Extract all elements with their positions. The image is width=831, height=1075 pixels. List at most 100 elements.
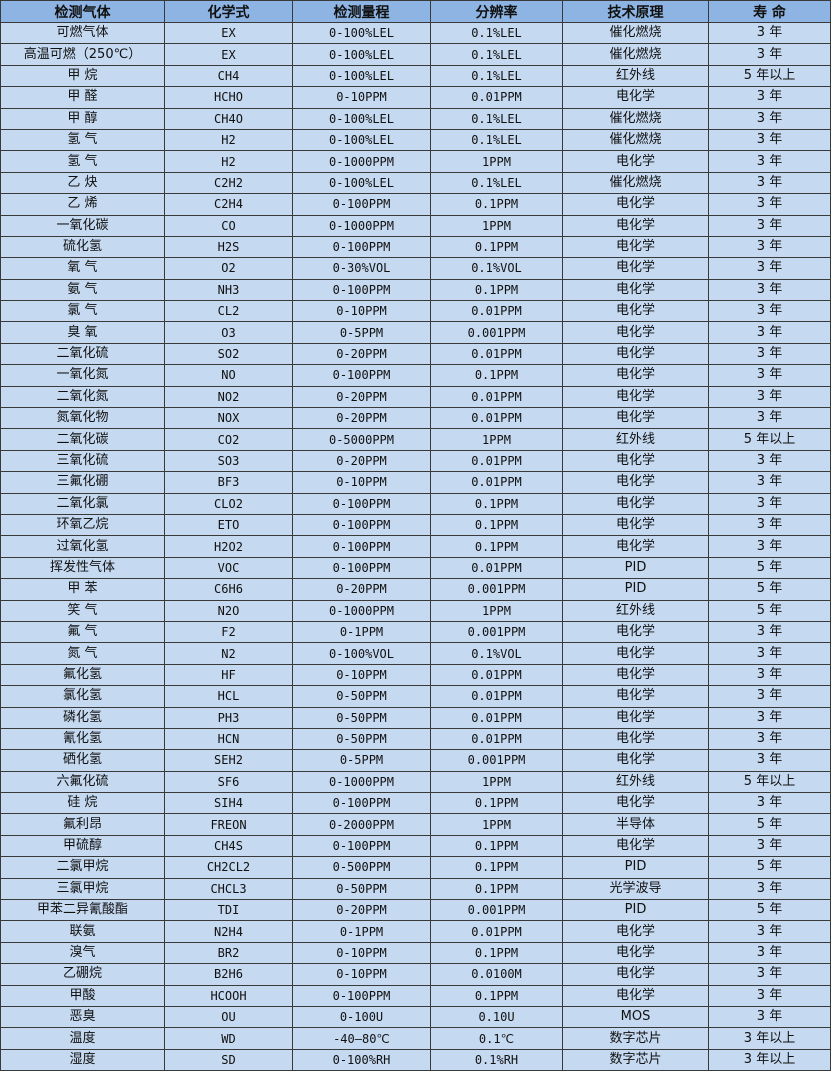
header-resolution: 分辨率	[430, 0, 563, 23]
cell-lifespan: 5 年以上	[708, 64, 831, 88]
cell-resolution: 0.01PPM	[430, 920, 563, 943]
table-row: 湿度 SD 0-100%RH 0.1%RH 数字芯片 3 年以上	[0, 1048, 831, 1072]
cell-range: 0-1000PPM	[292, 214, 431, 237]
cell-formula: F2	[164, 620, 293, 644]
table-row: 甲 醇 CH4O 0-100%LEL 0.1%LEL 催化燃烧 3 年	[0, 107, 831, 130]
cell-formula: HCOOH	[164, 984, 293, 1007]
cell-range: 0-100%LEL	[292, 21, 431, 45]
cell-resolution: 0.1PPM	[430, 856, 563, 879]
cell-formula: VOC	[164, 556, 293, 580]
cell-lifespan: 3 年	[708, 941, 831, 965]
cell-range: 0-500PPM	[292, 856, 431, 879]
cell-lifespan: 3 年	[708, 877, 831, 901]
cell-resolution: 0.1PPM	[430, 877, 563, 901]
cell-principle: 红外线	[562, 64, 709, 88]
table-row: 恶臭 OU 0-100U 0.10U MOS 3 年	[0, 1005, 831, 1029]
table-row: 三氯甲烷 CHCL3 0-50PPM 0.1PPM 光学波导 3 年	[0, 877, 831, 901]
cell-range: 0-100%LEL	[292, 43, 431, 66]
cell-principle: 电化学	[562, 385, 709, 409]
cell-resolution: 0.1PPM	[430, 984, 563, 1007]
cell-principle: 电化学	[562, 834, 709, 858]
cell-resolution: 0.1PPM	[430, 278, 563, 302]
cell-range: 0-1000PPM	[292, 770, 431, 794]
cell-lifespan: 3 年	[708, 685, 831, 708]
table-row: 氟化氢 HF 0-10PPM 0.01PPM 电化学 3 年	[0, 663, 831, 687]
header-lifespan: 寿 命	[708, 0, 831, 23]
cell-principle: 电化学	[562, 449, 709, 473]
cell-principle: 电化学	[562, 300, 709, 323]
cell-range: 0-1000PPM	[292, 599, 431, 622]
cell-gas: 氮 气	[0, 642, 165, 665]
table-row: 甲 醛 HCHO 0-10PPM 0.01PPM 电化学 3 年	[0, 86, 831, 109]
cell-lifespan: 5 年	[708, 856, 831, 879]
cell-range: 0-100PPM	[292, 193, 431, 216]
cell-lifespan: 3 年	[708, 257, 831, 280]
cell-range: 0-20PPM	[292, 342, 431, 366]
table-row: 磷化氢 PH3 0-50PPM 0.01PPM 电化学 3 年	[0, 706, 831, 729]
table-body: 可燃气体 EX 0-100%LEL 0.1%LEL 催化燃烧 3 年高温可燃（250℃） E…	[0, 21, 831, 1072]
cell-principle: 电化学	[562, 407, 709, 430]
cell-formula: SF6	[164, 770, 293, 794]
cell-range: 0-100PPM	[292, 535, 431, 558]
cell-principle: 电化学	[562, 663, 709, 687]
cell-principle: 电化学	[562, 492, 709, 515]
cell-resolution: 0.001PPM	[430, 620, 563, 644]
cell-resolution: 1PPM	[430, 428, 563, 451]
cell-principle: 光学波导	[562, 877, 709, 901]
cell-formula: FREON	[164, 813, 293, 836]
cell-formula: CH4S	[164, 834, 293, 858]
table-row: 二氧化氮 NO2 0-20PPM 0.01PPM 电化学 3 年	[0, 385, 831, 409]
table-row: 二氧化碳 CO2 0-5000PPM 1PPM 红外线 5 年以上	[0, 428, 831, 451]
cell-lifespan: 3 年	[708, 300, 831, 323]
cell-lifespan: 3 年	[708, 86, 831, 109]
cell-range: 0-5000PPM	[292, 428, 431, 451]
cell-resolution: 1PPM	[430, 770, 563, 794]
cell-gas: 笑 气	[0, 599, 165, 622]
cell-principle: 催化燃烧	[562, 107, 709, 130]
cell-gas: 甲 醛	[0, 86, 165, 109]
cell-gas: 二氧化硫	[0, 342, 165, 366]
cell-resolution: 0.01PPM	[430, 86, 563, 109]
cell-resolution: 1PPM	[430, 214, 563, 237]
cell-gas: 氧 气	[0, 257, 165, 280]
cell-gas: 温度	[0, 1027, 165, 1050]
cell-resolution: 1PPM	[430, 813, 563, 836]
cell-range: 0-5PPM	[292, 749, 431, 772]
cell-gas: 氟利昂	[0, 813, 165, 836]
cell-formula: C6H6	[164, 578, 293, 601]
cell-gas: 湿度	[0, 1048, 165, 1072]
cell-principle: 电化学	[562, 792, 709, 815]
cell-gas: 可燃气体	[0, 21, 165, 45]
cell-lifespan: 3 年	[708, 214, 831, 237]
table-row: 笑 气 N2O 0-1000PPM 1PPM 红外线 5 年	[0, 599, 831, 622]
cell-principle: 电化学	[562, 706, 709, 729]
cell-range: 0-100PPM	[292, 792, 431, 815]
table-row: 可燃气体 EX 0-100%LEL 0.1%LEL 催化燃烧 3 年	[0, 21, 831, 45]
table-row: 硅 烷 SIH4 0-100PPM 0.1PPM 电化学 3 年	[0, 792, 831, 815]
cell-gas: 硅 烷	[0, 792, 165, 815]
cell-principle: 电化学	[562, 86, 709, 109]
table-row: 环氧乙烷 ETO 0-100PPM 0.1PPM 电化学 3 年	[0, 513, 831, 537]
cell-formula: CO2	[164, 428, 293, 451]
cell-principle: 电化学	[562, 920, 709, 943]
cell-formula: HCN	[164, 727, 293, 751]
table-row: 联氨 N2H4 0-1PPM 0.01PPM 电化学 3 年	[0, 920, 831, 943]
cell-resolution: 0.01PPM	[430, 727, 563, 751]
cell-gas: 环氧乙烷	[0, 513, 165, 537]
cell-lifespan: 3 年	[708, 706, 831, 729]
cell-resolution: 0.1℃	[430, 1027, 563, 1050]
cell-principle: PID	[562, 556, 709, 580]
cell-lifespan: 5 年以上	[708, 770, 831, 794]
table-row: 氨 气 NH3 0-100PPM 0.1PPM 电化学 3 年	[0, 278, 831, 302]
table-row: 氮氧化物 NOX 0-20PPM 0.01PPM 电化学 3 年	[0, 407, 831, 430]
cell-principle: 电化学	[562, 471, 709, 494]
cell-formula: OU	[164, 1005, 293, 1029]
cell-principle: PID	[562, 578, 709, 601]
cell-gas: 乙硼烷	[0, 963, 165, 986]
cell-resolution: 0.1%LEL	[430, 64, 563, 88]
cell-resolution: 0.01PPM	[430, 706, 563, 729]
cell-resolution: 1PPM	[430, 599, 563, 622]
cell-gas: 氨 气	[0, 278, 165, 302]
cell-lifespan: 3 年	[708, 834, 831, 858]
